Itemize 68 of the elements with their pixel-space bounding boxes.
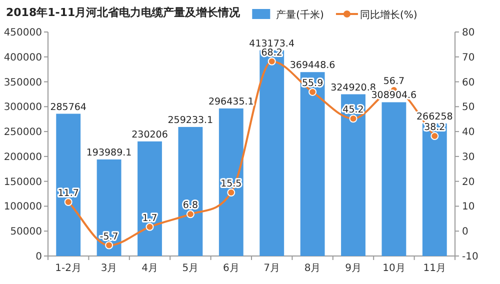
y2-tick-label: 10 bbox=[462, 202, 475, 213]
point bbox=[308, 88, 317, 96]
y-tick-label: 200000 bbox=[4, 152, 42, 163]
x-tick-label: 4月 bbox=[142, 263, 158, 274]
point bbox=[268, 57, 276, 66]
point bbox=[64, 198, 72, 206]
data-label: 369448.6 bbox=[290, 60, 336, 72]
y-tick-label: 100000 bbox=[4, 202, 42, 213]
y-tick-label: 350000 bbox=[4, 77, 42, 88]
x-tick-label: 6月 bbox=[222, 263, 240, 274]
bar bbox=[341, 94, 366, 256]
data-label: 56.7 bbox=[383, 76, 405, 87]
x-tick-label: 9月 bbox=[345, 263, 362, 274]
chart-title: 2018年1-11月河北省电力电缆产量及增长情况 bbox=[6, 6, 242, 19]
data-label: 296435.1 bbox=[208, 96, 254, 108]
bar bbox=[260, 50, 284, 256]
y-tick-label: 50000 bbox=[10, 226, 42, 238]
y-tick-label: 450000 bbox=[4, 28, 42, 38]
bar bbox=[422, 123, 447, 256]
y-tick-label: 400000 bbox=[4, 52, 42, 64]
data-label: -5.7 bbox=[100, 231, 118, 242]
y-tick-label: 300000 bbox=[4, 102, 42, 114]
x-tick-label: 3月 bbox=[100, 263, 118, 274]
y2-tick-label: 40 bbox=[462, 127, 475, 138]
data-label: 285764 bbox=[50, 102, 86, 113]
x-tick-label: 7月 bbox=[264, 263, 280, 274]
y-tick-label: 150000 bbox=[4, 176, 42, 188]
data-label: 1.7 bbox=[142, 212, 158, 224]
bar bbox=[300, 72, 325, 256]
x-tick-label: 8月 bbox=[304, 263, 321, 274]
legend-label: 同比增长(%) bbox=[360, 9, 418, 21]
bar bbox=[382, 102, 406, 256]
bar bbox=[178, 126, 203, 256]
data-label: 11.7 bbox=[58, 188, 79, 199]
x-tick-label: 5月 bbox=[182, 263, 199, 274]
legend-label: 产量(千米) bbox=[276, 9, 324, 21]
bar bbox=[96, 159, 122, 256]
data-label: 6.8 bbox=[182, 200, 198, 212]
y2-tick-label: 70 bbox=[462, 52, 475, 64]
y2-tick-label: 20 bbox=[462, 176, 475, 188]
data-label: 230206 bbox=[132, 129, 168, 140]
x-tick-label: 1-2月 bbox=[55, 263, 82, 274]
legend: 同比增长(%) bbox=[336, 10, 418, 21]
data-label: 45.2 bbox=[342, 104, 364, 116]
y-tick-label: 250000 bbox=[4, 127, 42, 138]
data-label: 259233.1 bbox=[168, 114, 214, 126]
x-tick-label: 11月 bbox=[423, 263, 446, 274]
y2-tick-label: 60 bbox=[462, 77, 475, 88]
x-tick-label: 10月 bbox=[382, 263, 406, 274]
bar bbox=[138, 141, 162, 256]
point bbox=[227, 188, 236, 197]
bar bbox=[218, 108, 244, 256]
y2-tick-label: 30 bbox=[462, 152, 475, 163]
point bbox=[105, 241, 114, 250]
point bbox=[186, 210, 194, 218]
legend: 产量(千米) bbox=[252, 9, 324, 21]
bar bbox=[56, 114, 81, 256]
y2-tick-label: 80 bbox=[462, 28, 475, 38]
y2-tick-label: 50 bbox=[462, 102, 475, 114]
data-label: 413173.4 bbox=[249, 38, 295, 50]
data-label: 68.2 bbox=[261, 47, 282, 58]
point bbox=[146, 222, 154, 231]
point bbox=[349, 114, 358, 123]
y2-tick-label: 0 bbox=[462, 226, 468, 238]
point bbox=[430, 132, 439, 140]
data-label: 193989.1 bbox=[86, 147, 132, 158]
y-tick-label: 0 bbox=[36, 252, 42, 262]
y2-tick-label: -10 bbox=[462, 252, 478, 262]
